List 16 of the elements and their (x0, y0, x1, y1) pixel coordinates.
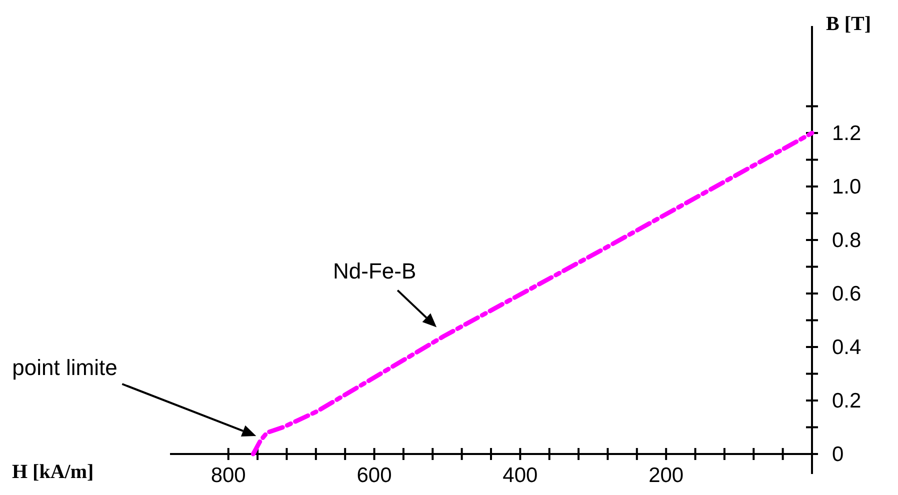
y-tick-label: 0.2 (832, 390, 862, 412)
x-tick-label: 600 (356, 464, 392, 487)
annotation: Nd-Fe-B (333, 258, 416, 284)
x-tick-label: 800 (210, 464, 246, 487)
line-series (250, 130, 814, 456)
y-tick-label: 1.0 (832, 176, 862, 198)
y-tick-label: 0.6 (832, 282, 862, 306)
y-tick-label: 0 (832, 443, 844, 466)
y-tick-label: 0.4 (832, 336, 862, 359)
x-tick-label: 400 (502, 464, 538, 487)
x-axis-title: H [kA/m] (12, 461, 94, 483)
x-tick-label: 200 (648, 464, 684, 487)
y-tick-label: 1.2 (832, 122, 862, 145)
y-tick-label: 0.8 (832, 229, 862, 252)
text: point limite (12, 355, 118, 380)
y-axis-title: B [T] (826, 13, 871, 35)
